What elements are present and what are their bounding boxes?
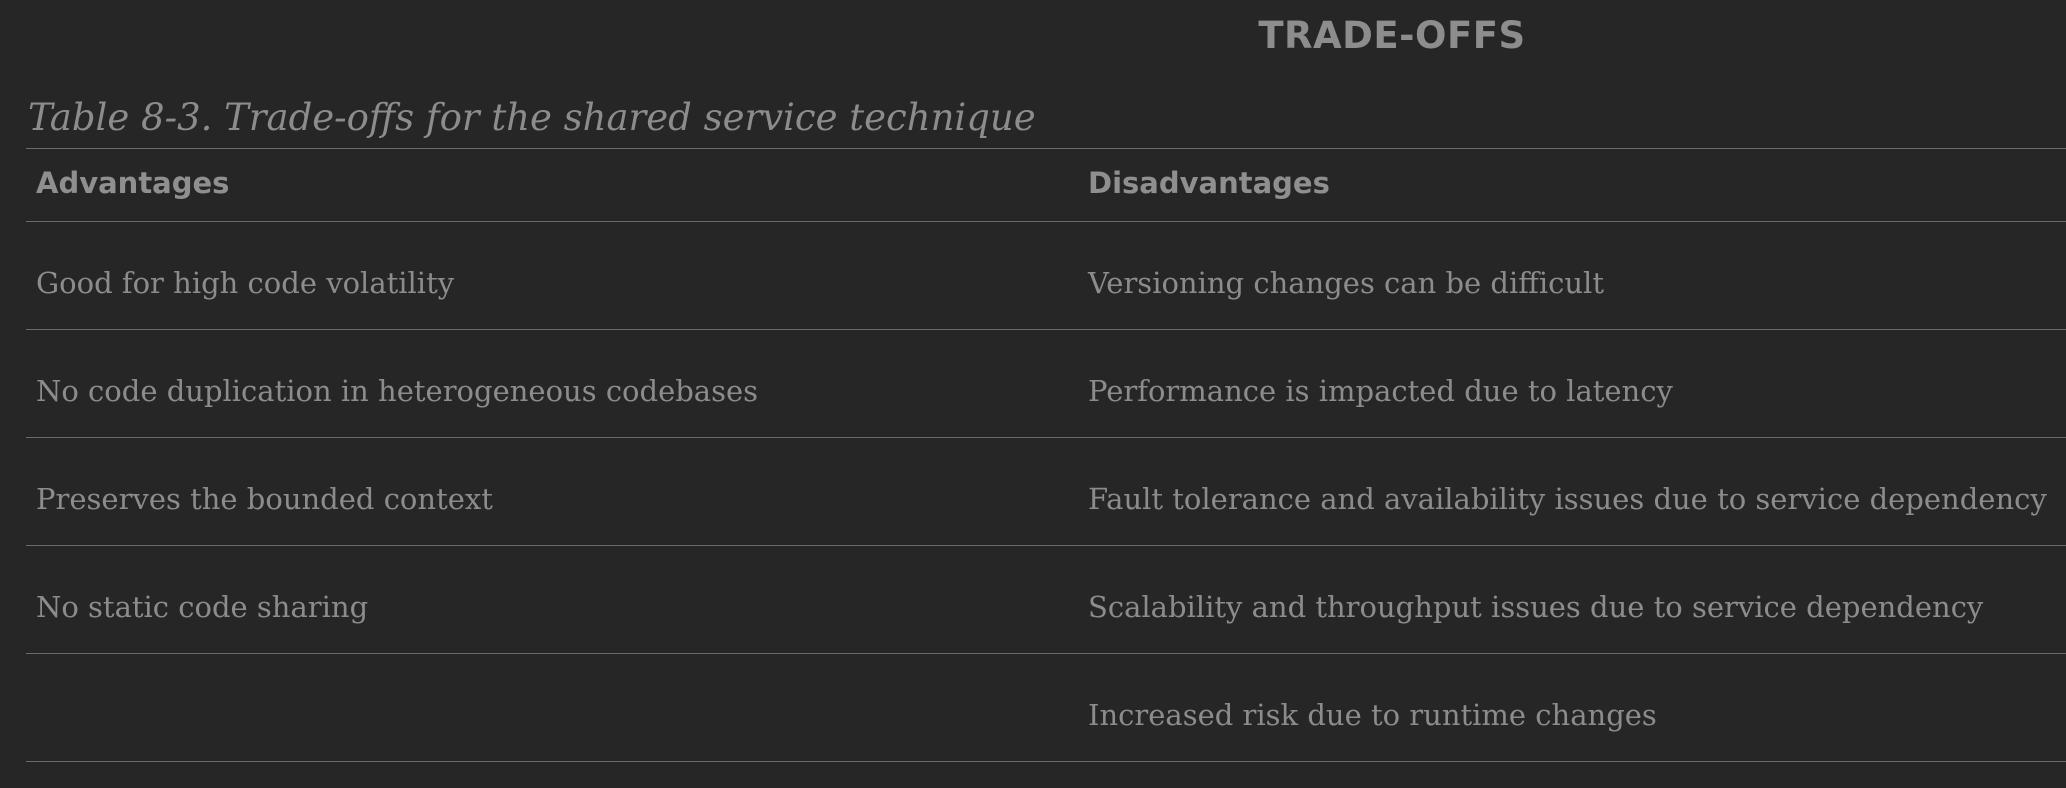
table-cell-disadvantage: Scalability and throughput issues due to… [1088, 590, 1984, 624]
table-caption: Table 8-3. Trade-offs for the shared ser… [28, 96, 1036, 139]
column-header-advantages: Advantages [36, 166, 230, 200]
row-divider [26, 545, 2066, 546]
table-cell-advantage: Preserves the bounded context [36, 482, 493, 516]
table-cell-disadvantage: Versioning changes can be difficult [1088, 266, 1604, 300]
column-header-disadvantages: Disadvantages [1088, 166, 1330, 200]
table-cell-advantage: No code duplication in heterogeneous cod… [36, 374, 759, 408]
table-cell-disadvantage: Performance is impacted due to latency [1088, 374, 1673, 408]
row-divider [26, 653, 2066, 654]
row-divider [26, 329, 2066, 330]
table-cell-disadvantage: Increased risk due to runtime changes [1088, 698, 1657, 732]
table-cell-advantage: No static code sharing [36, 590, 369, 624]
section-title: TRADE-OFFS [1258, 14, 1526, 57]
table-cell-advantage: Good for high code volatility [36, 266, 455, 300]
row-divider [26, 437, 2066, 438]
table-cell-disadvantage: Fault tolerance and availability issues … [1088, 482, 2047, 516]
table-bottom-rule [26, 761, 2066, 762]
table-top-rule [26, 148, 2066, 149]
header-bottom-rule [26, 221, 2066, 222]
